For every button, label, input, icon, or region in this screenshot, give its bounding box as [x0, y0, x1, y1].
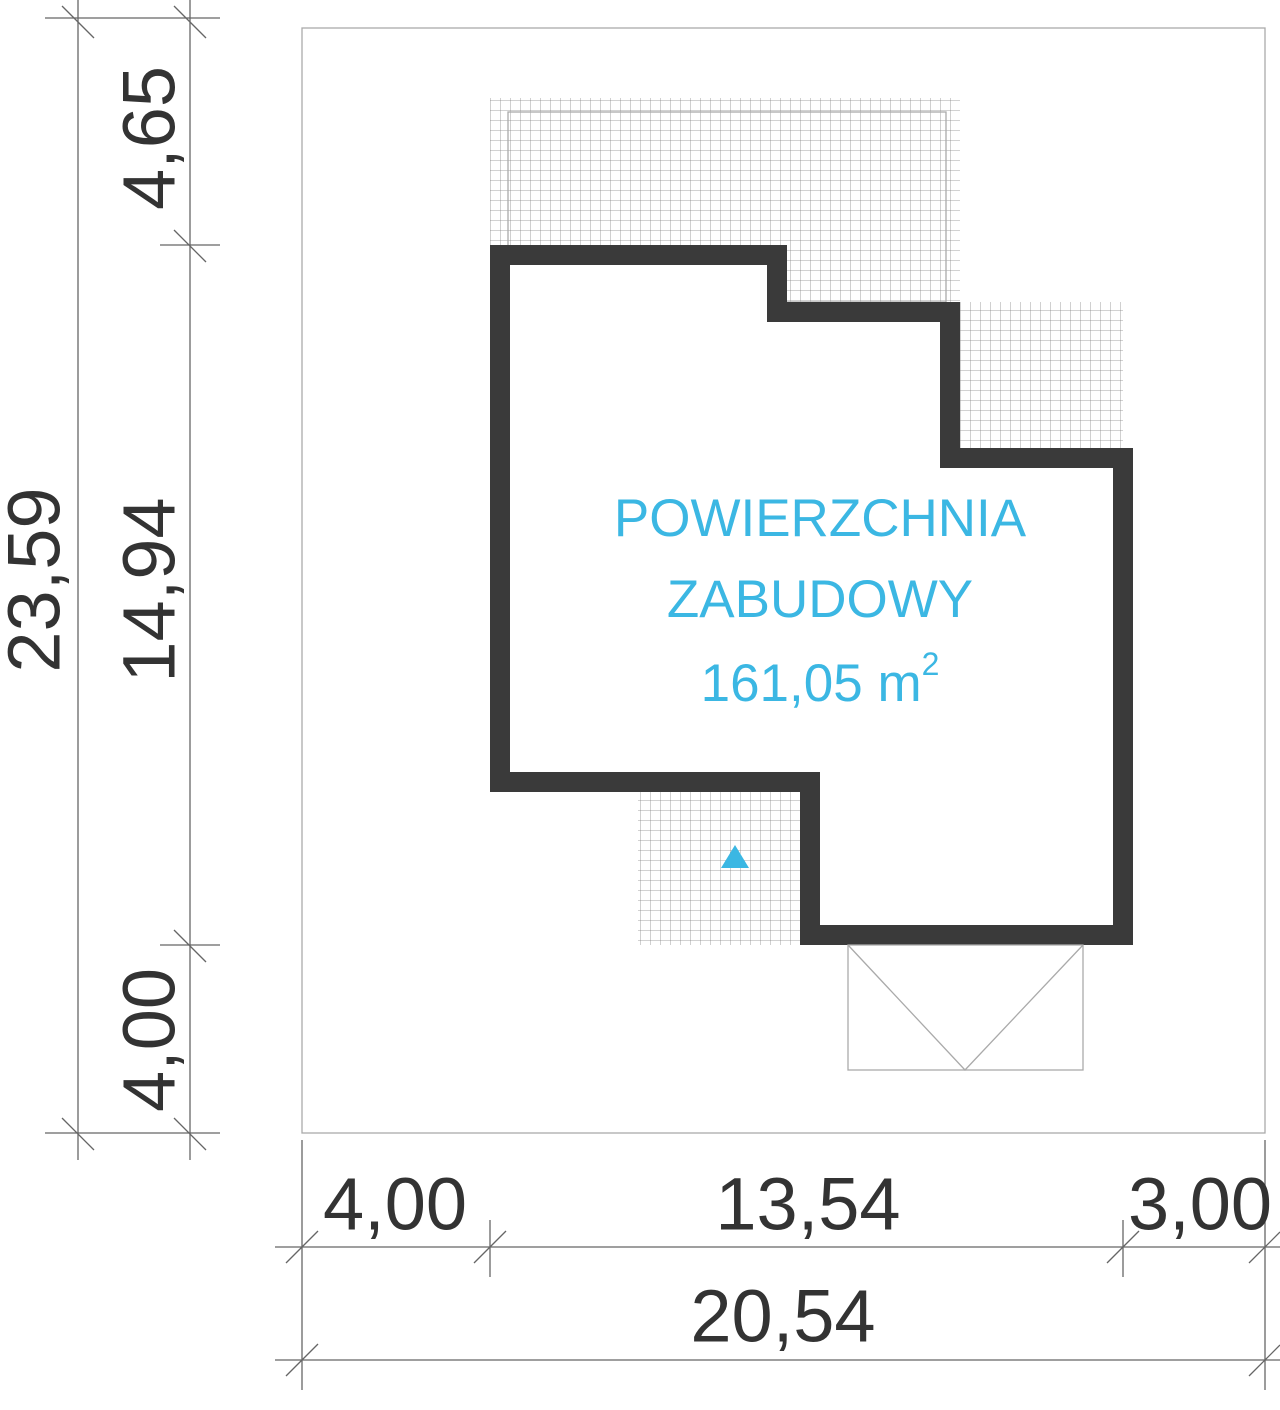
building-outline [490, 245, 1133, 945]
dimension-lines [45, 0, 1280, 1390]
depth-segment: 4,00 [108, 968, 191, 1112]
depth-segment: 4,65 [108, 66, 191, 210]
area-value: 161,05 m2 [701, 646, 940, 713]
area-title: POWIERZCHNIA [614, 489, 1027, 548]
entrance [847, 944, 1084, 1071]
width-segment: 3,00 [1128, 1163, 1272, 1246]
total-depth: 23,59 [0, 487, 76, 672]
width-segment: 4,00 [323, 1163, 467, 1246]
area-title: ZABUDOWY [667, 570, 973, 629]
entrance-marker [721, 845, 749, 868]
total-width: 20,54 [690, 1275, 875, 1358]
width-segment: 13,54 [715, 1163, 900, 1246]
area-number: 161,05 m [701, 654, 922, 713]
depth-segment: 14,94 [108, 497, 191, 682]
plot-boundary [301, 27, 1266, 1134]
area-superscript: 2 [922, 646, 940, 682]
